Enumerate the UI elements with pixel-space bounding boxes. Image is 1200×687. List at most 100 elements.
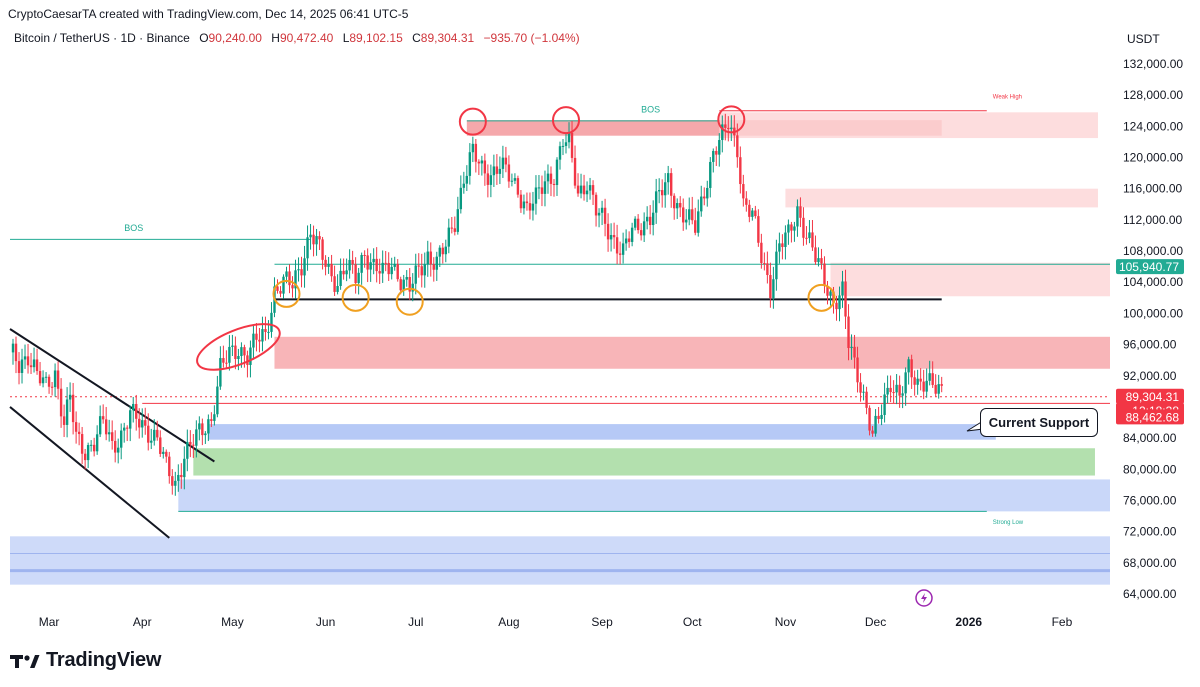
candle-body (645, 216, 649, 222)
candle-body (360, 254, 363, 273)
y-tick-label: 92,000.00 (1123, 369, 1177, 383)
currency-label[interactable]: USDT (1127, 32, 1160, 46)
candle-body (231, 345, 234, 347)
candle-body (294, 270, 297, 289)
candle-body (141, 420, 144, 428)
marker-circle (552, 106, 581, 135)
zone-supply-mid (785, 188, 1098, 208)
candle-body (399, 279, 402, 291)
candle-body (477, 161, 481, 164)
candle-body (354, 264, 357, 284)
candle-body (62, 416, 66, 425)
candle-body (162, 451, 165, 454)
candle-body (865, 391, 868, 408)
candle-body (537, 187, 541, 189)
attribution-header: CryptoCaesarTA created with TradingView.… (8, 7, 409, 21)
candle-body (50, 386, 54, 388)
zone-weak-high-box (719, 112, 1098, 139)
zone-demand-blue-3 (10, 536, 1110, 585)
candle-body (775, 251, 778, 280)
y-tick-label: 116,000.00 (1123, 182, 1182, 196)
candle-body (156, 429, 159, 438)
candle-body (564, 142, 568, 146)
candle-body (222, 358, 225, 363)
candle-body (670, 173, 673, 196)
y-tick-label: 124,000.00 (1123, 119, 1183, 133)
price-label-text: 89,304.31 (1126, 390, 1180, 404)
candle-body (77, 431, 81, 435)
candle-body (823, 263, 826, 286)
candle-body (742, 184, 745, 199)
candle-body (883, 394, 886, 415)
symbol-name[interactable]: Bitcoin / TetherUS · 1D · Binance (14, 31, 190, 45)
candle-body (297, 269, 300, 271)
candle-body (150, 440, 153, 443)
candle-body (700, 196, 703, 212)
candle-body (573, 157, 577, 186)
axis-layer: 132,000.00 128,000.00 124,000.00 120,000.00… (39, 57, 1184, 629)
candle-body (189, 441, 192, 445)
candle-body (270, 312, 273, 332)
candle-body (736, 135, 739, 158)
candle-body (715, 150, 718, 155)
candle-body (501, 157, 505, 169)
candle-body (724, 124, 727, 128)
candle-body (249, 347, 252, 365)
zone-supply-low (830, 262, 1110, 297)
open-label: O (199, 31, 209, 45)
candle-body (450, 227, 454, 229)
candle-body (216, 386, 219, 415)
candle-body (44, 376, 48, 378)
lightning-bolt-icon (921, 593, 927, 603)
candle-body (745, 198, 748, 205)
current-support-callout: Current Support (980, 408, 1098, 437)
price-label-text: 88,462.68 (1126, 410, 1180, 424)
candles-layer (11, 113, 943, 496)
candle-body (796, 206, 799, 227)
candle-body (868, 407, 871, 431)
candle-body (727, 127, 730, 130)
tradingview-logo[interactable]: TradingView (10, 649, 161, 672)
candle-body (691, 209, 694, 221)
candle-body (703, 196, 706, 199)
candle-body (408, 277, 411, 292)
zone-demand-green (193, 448, 1095, 476)
candle-body (129, 410, 132, 429)
candle-body (576, 185, 580, 194)
close-label: C (412, 31, 421, 45)
candle-body (666, 173, 670, 183)
candle-body (113, 440, 117, 453)
candle-body (435, 256, 438, 270)
candle-body (877, 415, 880, 419)
candle-body (922, 381, 925, 392)
candle-body (246, 355, 249, 365)
candle-body (835, 302, 838, 310)
candle-body (177, 474, 180, 481)
candle-body (937, 384, 940, 394)
candle-body (339, 270, 342, 287)
candle-body (492, 166, 496, 176)
candle-body (654, 191, 658, 213)
line-channel-upper (9, 328, 215, 463)
annotation-label: Strong Low (993, 520, 1024, 526)
candle-body (555, 159, 559, 186)
candle-body (110, 432, 114, 441)
candle-body (285, 271, 288, 277)
candle-body (633, 218, 637, 228)
candle-body (685, 219, 688, 223)
candle-body (730, 127, 733, 130)
candle-body (315, 236, 318, 245)
candle-body (603, 207, 607, 224)
marker-circle (458, 107, 487, 136)
candle-body (916, 378, 919, 385)
candle-body (615, 237, 619, 254)
y-tick-label: 112,000.00 (1123, 213, 1182, 227)
candle-body (606, 223, 610, 240)
candle-body (811, 232, 814, 248)
candle-body (98, 416, 102, 435)
annotation-label: Weak High (993, 94, 1022, 100)
candle-body (760, 242, 763, 264)
candle-body (264, 329, 267, 332)
candle-body (895, 384, 898, 393)
